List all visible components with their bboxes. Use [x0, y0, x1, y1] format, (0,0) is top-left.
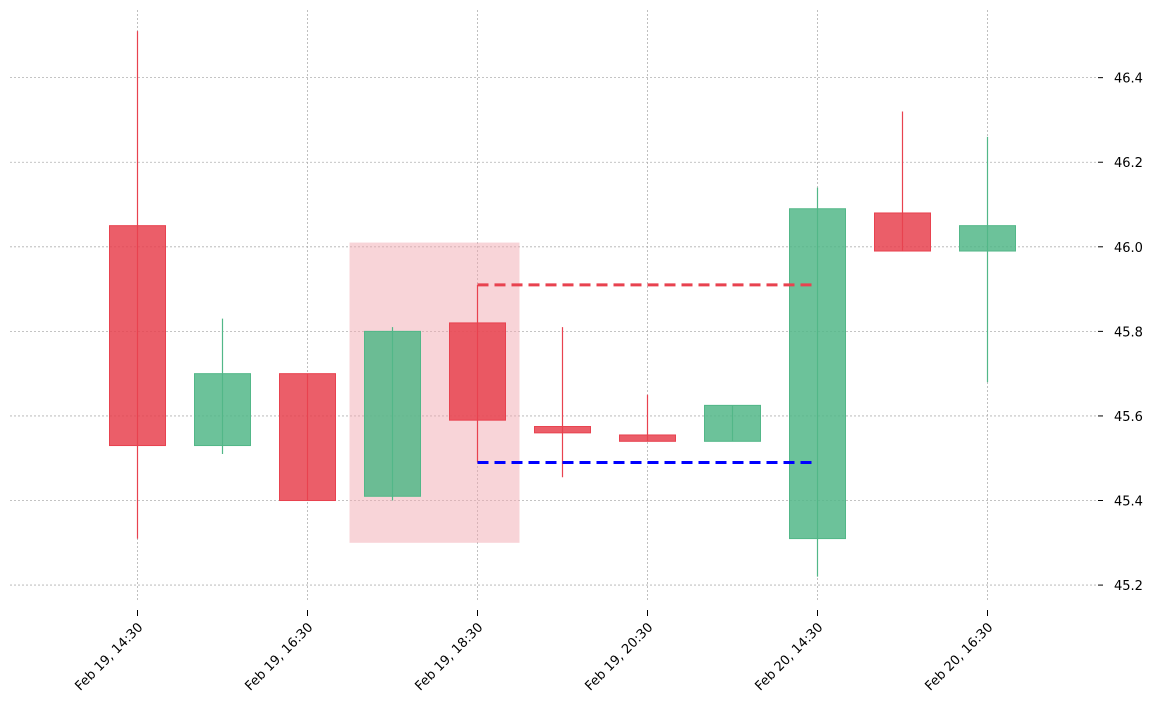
- candle-body-down: [279, 373, 336, 502]
- candle: [194, 318, 251, 454]
- candle: [279, 373, 336, 502]
- candle-body-up: [194, 373, 251, 447]
- candle-body-up: [959, 225, 1016, 252]
- candle: [619, 394, 676, 442]
- candle-body-down: [449, 322, 506, 421]
- candles-layer: [109, 31, 1016, 577]
- x-tick-label: Feb 19, 16:30: [242, 620, 316, 694]
- y-tick-label: 45.2: [1114, 579, 1143, 594]
- candle-body-up: [364, 330, 421, 497]
- y-tick-label: 46.4: [1114, 72, 1143, 87]
- level-lines-layer: [477, 283, 818, 464]
- y-tick-label: 45.6: [1114, 410, 1143, 425]
- candle: [449, 284, 506, 463]
- candle-body-up: [704, 404, 761, 442]
- x-tick-label: Feb 19, 14:30: [72, 620, 146, 694]
- candle: [959, 136, 1016, 383]
- y-tick-label: 45.4: [1114, 495, 1143, 510]
- x-tick-label: Feb 20, 14:30: [752, 620, 826, 694]
- x-tick-label: Feb 20, 16:30: [922, 620, 996, 694]
- candle: [789, 187, 846, 577]
- candle-body-down: [619, 434, 676, 442]
- x-tick-label: Feb 19, 20:30: [582, 620, 656, 694]
- candle-body-up: [789, 208, 846, 540]
- candle: [704, 404, 761, 442]
- y-tick-label: 45.8: [1114, 325, 1143, 340]
- y-tick-label: 46.2: [1114, 156, 1143, 171]
- candle: [109, 31, 166, 539]
- candle: [534, 327, 591, 478]
- candle-body-down: [109, 225, 166, 447]
- candle: [874, 111, 931, 252]
- candle-body-down: [874, 212, 931, 252]
- candle: [364, 327, 421, 501]
- candle-body-down: [534, 426, 591, 434]
- grid-lines: [10, 10, 1096, 602]
- y-tick-label: 46.0: [1114, 241, 1143, 256]
- x-tick-label: Feb 19, 18:30: [412, 620, 486, 694]
